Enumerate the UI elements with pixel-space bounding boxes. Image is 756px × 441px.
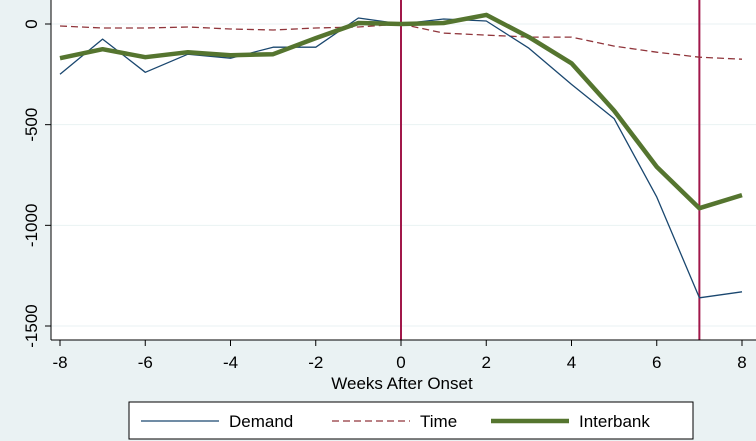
- x-tick-label-5: 2: [482, 353, 491, 372]
- x-tick-label-0: -8: [52, 353, 67, 372]
- y-tick-label-1: -500: [22, 108, 41, 142]
- x-axis-label: Weeks After Onset: [331, 374, 473, 393]
- series-lines: [59, 12, 743, 299]
- x-ticks: -8 -6 -4 -2 0 2 4 6 8: [52, 340, 747, 372]
- x-tick-label-2: -4: [223, 353, 238, 372]
- x-tick-label-1: -6: [138, 353, 153, 372]
- plot-background: [51, 0, 756, 340]
- axes: [50, 0, 756, 341]
- x-tick-label-6: 4: [567, 353, 576, 372]
- y-tick-label-2: -1000: [22, 204, 41, 247]
- y-tick-label-0: 0: [22, 19, 41, 28]
- x-tick-label-8: 8: [737, 353, 746, 372]
- x-tick-label-7: 6: [652, 353, 661, 372]
- legend-box: [128, 401, 694, 440]
- y-ticks: 0 -500 -1000 -1500: [22, 19, 51, 348]
- x-tick-label-4: 0: [396, 353, 405, 372]
- legend-label-interbank: Interbank: [579, 412, 650, 431]
- series-line-interbank: [59, 12, 743, 211]
- x-tick-label-3: -2: [308, 353, 323, 372]
- legend-label-demand: Demand: [229, 412, 293, 431]
- legend: Demand Time Interbank: [141, 412, 650, 431]
- legend-label-time: Time: [420, 412, 457, 431]
- y-tick-label-3: -1500: [22, 304, 41, 347]
